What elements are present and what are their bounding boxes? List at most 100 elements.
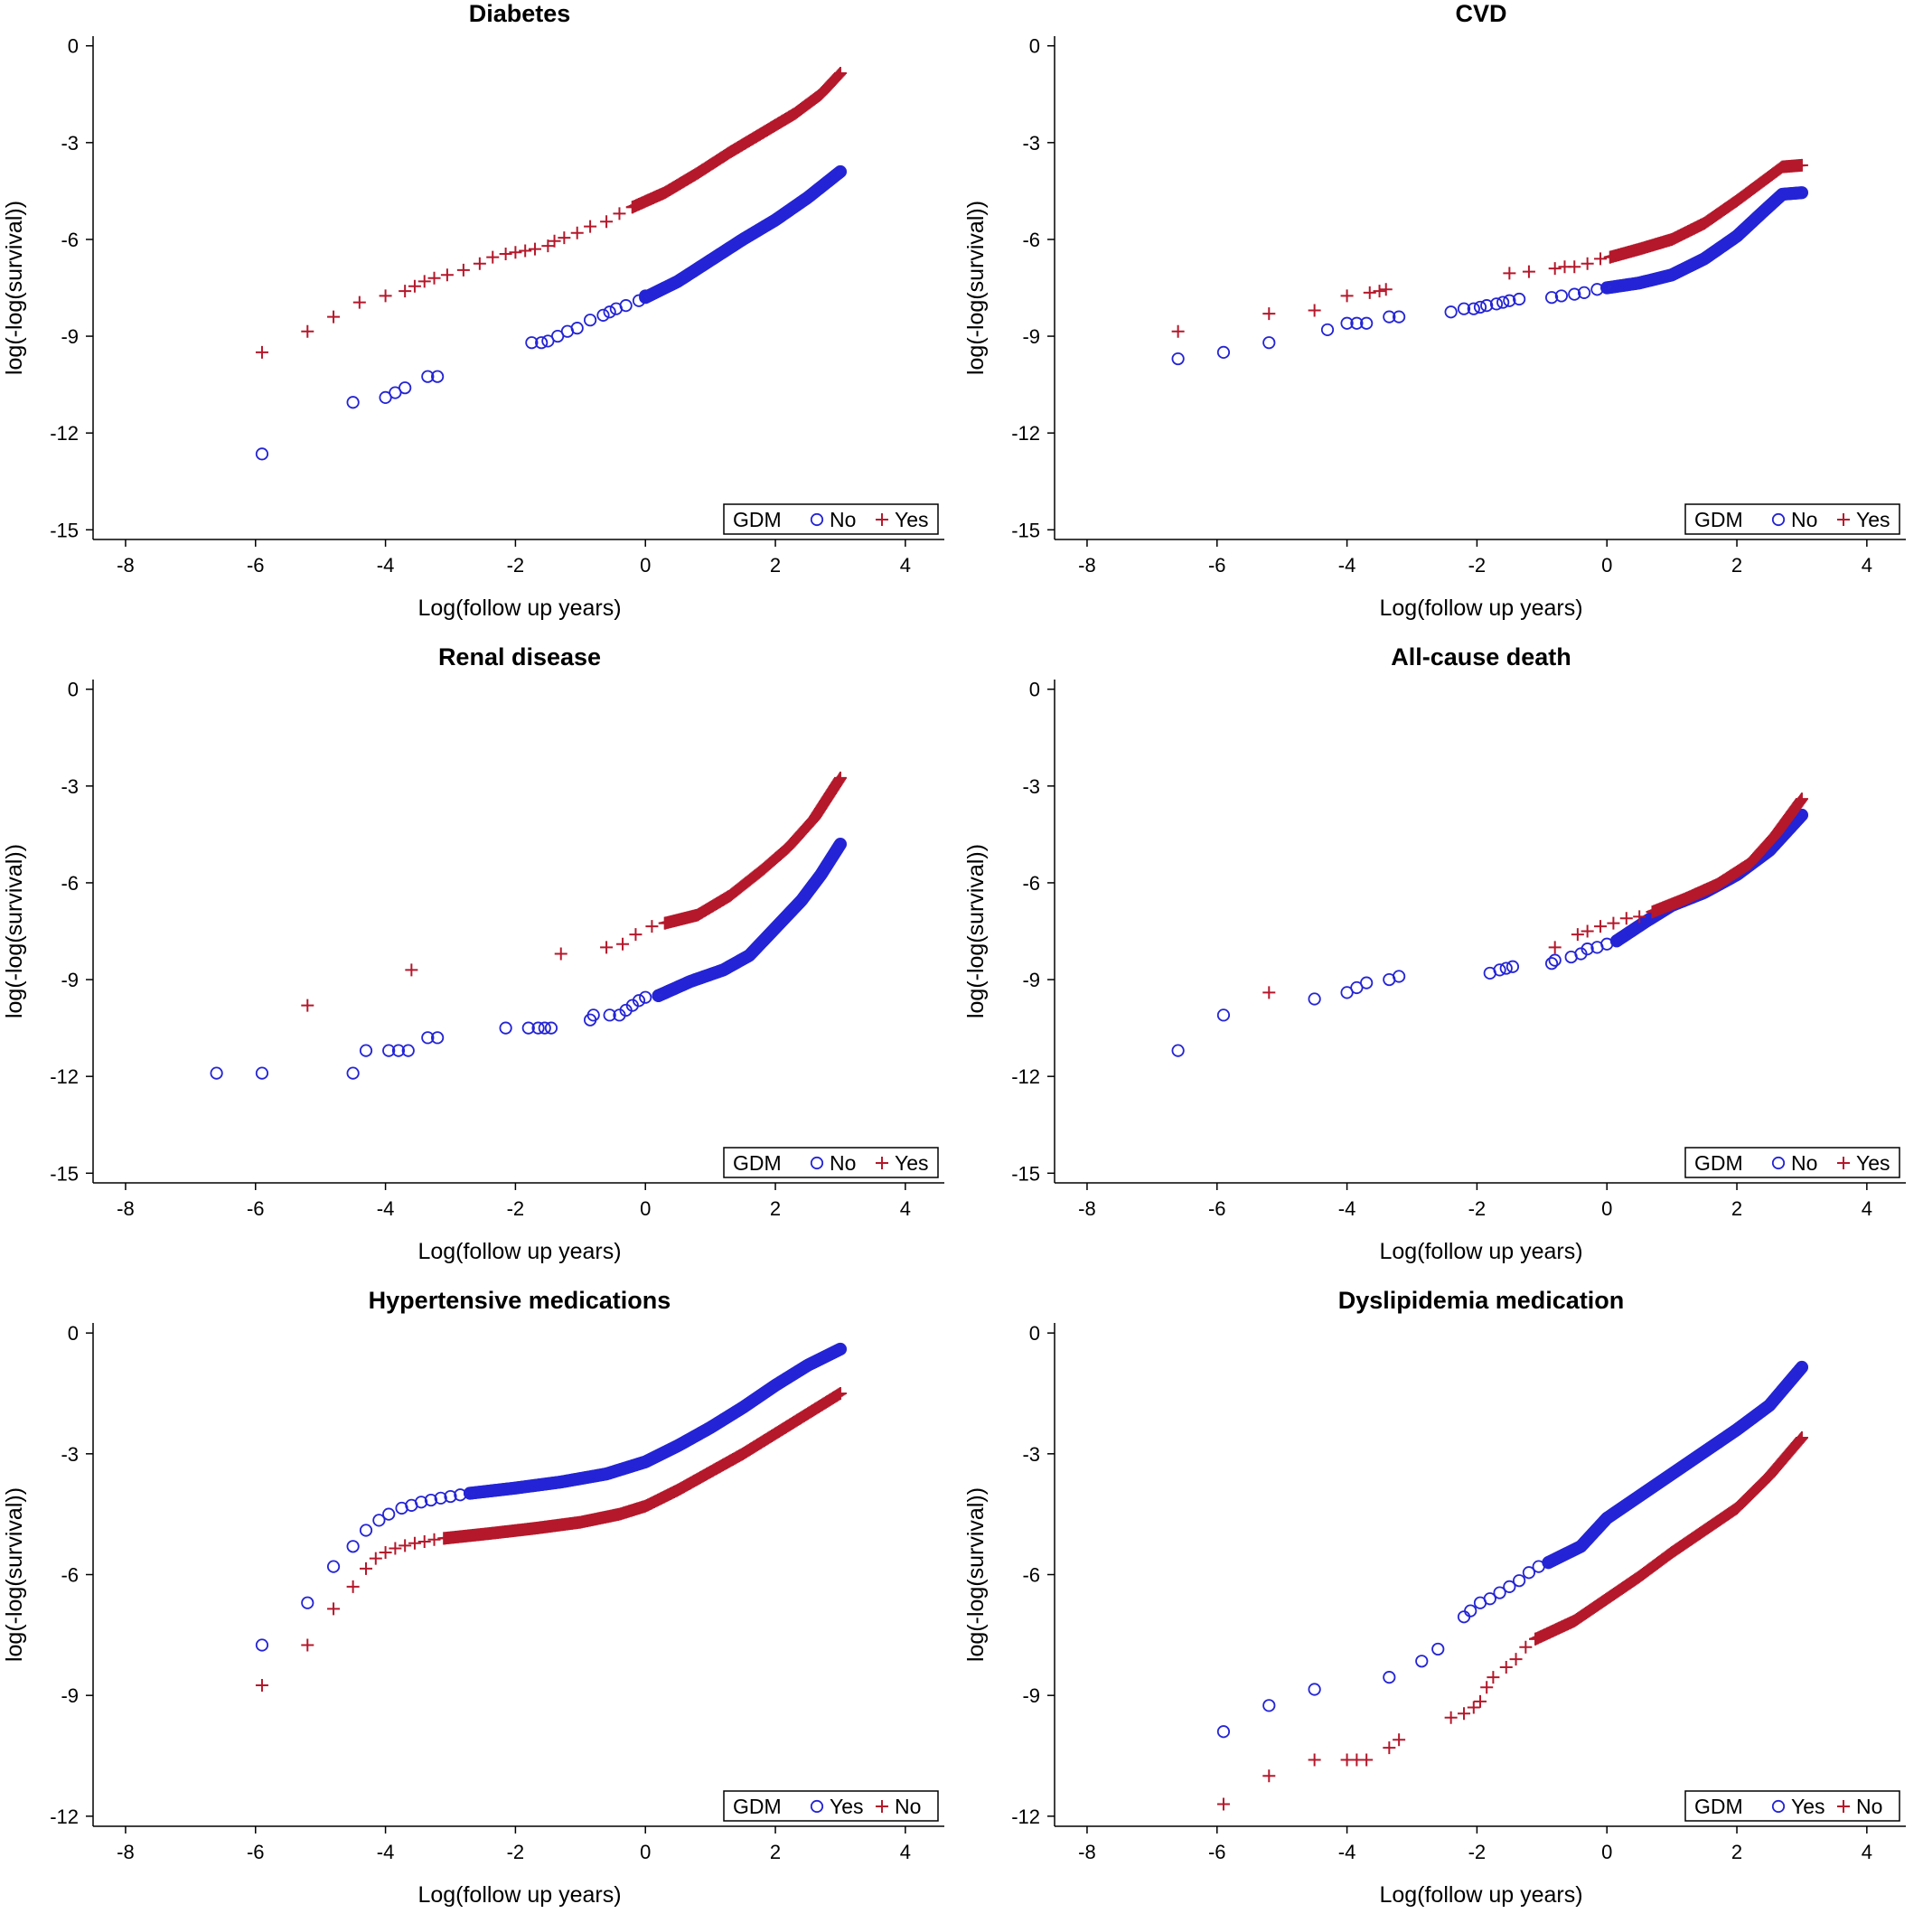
series-yes xyxy=(255,1342,848,1652)
legend-marker-circle xyxy=(810,1799,824,1814)
data-point-plus xyxy=(613,207,626,220)
y-tick-label: -3 xyxy=(1022,775,1040,798)
x-tick-label: -6 xyxy=(1208,554,1226,577)
y-axis-label: log(-log(survival)) xyxy=(963,201,989,375)
y-tick-label: -15 xyxy=(50,519,79,541)
x-tick-label: 4 xyxy=(1862,1197,1872,1220)
data-point-circle xyxy=(525,336,539,350)
y-axis-label: log(-log(survival)) xyxy=(2,844,27,1018)
data-point-circle xyxy=(1383,1671,1396,1684)
data-point-circle xyxy=(583,314,597,327)
x-tick-label: 0 xyxy=(640,554,651,577)
data-point-plus xyxy=(1794,1432,1807,1446)
data-point-circle xyxy=(1544,291,1559,305)
data-point-plus xyxy=(1509,1653,1523,1666)
series-no xyxy=(1216,1430,1808,1811)
legend-marker-circle xyxy=(1771,1156,1786,1170)
data-point-circle xyxy=(1496,295,1510,309)
data-point-circle xyxy=(1360,976,1374,989)
y-tick-label: 0 xyxy=(1029,35,1040,58)
data-point-plus xyxy=(519,244,532,258)
data-point-circle xyxy=(1308,1683,1321,1696)
data-point-circle xyxy=(382,1044,396,1057)
data-point-plus xyxy=(570,226,584,239)
y-axis-label: log(-log(survival)) xyxy=(963,1487,989,1662)
legend-entry-no: No xyxy=(895,1795,921,1818)
data-point-plus xyxy=(1262,986,1276,999)
data-point-circle xyxy=(1262,1699,1276,1712)
legend: GDM Yes No xyxy=(1684,1790,1900,1822)
legend-entry-no: No xyxy=(1791,1151,1817,1175)
data-point-plus xyxy=(1474,1694,1487,1708)
data-point-circle xyxy=(401,1044,415,1057)
series-yes xyxy=(301,771,847,1012)
data-point-circle xyxy=(415,1496,428,1509)
x-tick-label: 2 xyxy=(1731,1841,1742,1863)
data-point-circle xyxy=(535,336,549,350)
data-point-plus xyxy=(831,69,845,82)
y-tick-label: -15 xyxy=(1011,1162,1040,1185)
data-point-circle xyxy=(424,1493,438,1507)
data-point-circle xyxy=(1548,953,1562,967)
y-tick-label: -6 xyxy=(61,1564,79,1587)
legend: GDM Yes No xyxy=(723,1790,939,1822)
data-point-circle xyxy=(326,1560,341,1573)
data-point-plus xyxy=(1795,158,1808,172)
series-yes xyxy=(1216,1360,1809,1739)
data-point-circle xyxy=(632,994,646,1008)
data-point-circle xyxy=(421,370,435,383)
x-axis-label: Log(follow up years) xyxy=(417,1882,621,1908)
x-tick-label: -8 xyxy=(1078,1841,1096,1863)
legend: GDM No Yes xyxy=(723,503,939,535)
legend-marker-plus xyxy=(1837,513,1850,526)
data-point-circle xyxy=(1360,316,1374,330)
data-point-plus xyxy=(440,268,454,282)
y-tick-label: -9 xyxy=(61,969,79,991)
x-tick-label: -8 xyxy=(1078,1197,1096,1220)
data-point-circle xyxy=(1473,300,1487,314)
data-point-plus xyxy=(417,1534,431,1548)
legend-entry-no: No xyxy=(1856,1795,1882,1818)
data-point-circle xyxy=(301,1596,314,1609)
x-tick-label: 0 xyxy=(1601,1841,1612,1863)
x-tick-label: -8 xyxy=(117,554,135,577)
x-tick-label: 4 xyxy=(1862,554,1872,577)
series-yes xyxy=(255,67,847,359)
data-point-circle xyxy=(1444,305,1458,319)
data-point-circle xyxy=(444,1489,457,1504)
y-tick-label: -15 xyxy=(1011,519,1040,541)
data-point-plus xyxy=(548,234,561,248)
y-tick-label: 0 xyxy=(68,35,79,58)
legend-entry-no: No xyxy=(830,508,856,531)
y-tick-label: -3 xyxy=(61,1443,79,1466)
series-no xyxy=(255,164,848,461)
data-point-circle xyxy=(434,1491,447,1505)
legend-title: GDM xyxy=(1694,508,1743,531)
data-point-plus xyxy=(1393,1733,1406,1747)
x-tick-label: -8 xyxy=(117,1841,135,1863)
legend-entry-yes: Yes xyxy=(895,508,929,531)
y-tick-label: 0 xyxy=(68,679,79,701)
data-point-circle xyxy=(1216,1008,1231,1022)
data-point-plus xyxy=(1633,910,1646,924)
legend: GDM No Yes xyxy=(1684,1147,1900,1178)
x-tick-label: -2 xyxy=(507,1841,525,1863)
data-point-plus xyxy=(486,250,500,264)
data-point-circle xyxy=(1457,1610,1471,1624)
y-tick-label: -3 xyxy=(61,132,79,155)
y-tick-label: 0 xyxy=(1029,1322,1040,1345)
data-point-plus xyxy=(1458,1707,1471,1721)
chart-dyslipidemia-medication: Dyslipidemia medication 0 -3 -6 -9 -12 -8 -6 -4 -… xyxy=(963,1287,1906,1908)
data-point-plus xyxy=(499,248,512,261)
data-point-circle xyxy=(255,1638,269,1652)
legend-title: GDM xyxy=(733,508,782,531)
data-point-plus xyxy=(541,239,555,253)
y-tick-label: 0 xyxy=(68,1322,79,1345)
y-tick-label: -3 xyxy=(61,775,79,798)
y-tick-label: -12 xyxy=(1011,422,1040,445)
data-point-circle xyxy=(521,1021,535,1035)
data-point-circle xyxy=(346,1066,360,1080)
data-point-circle xyxy=(359,1044,373,1057)
x-tick-label: 2 xyxy=(770,554,781,577)
legend-marker-plus xyxy=(1837,1800,1850,1813)
